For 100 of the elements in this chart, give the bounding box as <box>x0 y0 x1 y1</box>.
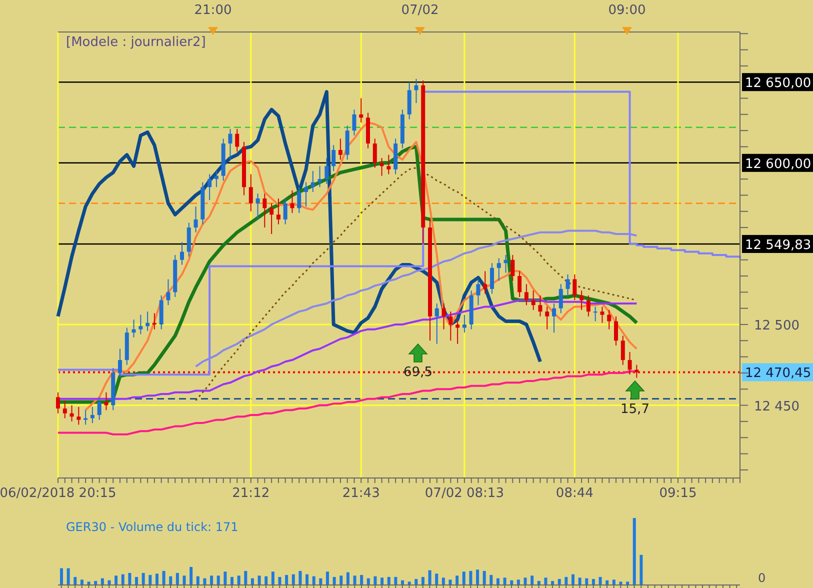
text: 07/02 <box>401 3 439 18</box>
bar <box>60 568 63 585</box>
candlestick <box>476 278 480 306</box>
bar <box>340 576 343 585</box>
bar <box>216 576 220 585</box>
bar <box>203 578 206 585</box>
x-tick-label: 06/02/2018 20:15 <box>0 486 116 501</box>
candlestick <box>152 312 156 330</box>
bar <box>80 580 84 585</box>
bar <box>564 576 568 585</box>
x-tick-label: 08:44 <box>556 486 594 501</box>
candlestick <box>552 302 556 334</box>
bar <box>428 570 432 585</box>
bar <box>258 576 261 585</box>
bar <box>244 570 248 585</box>
candlestick <box>304 182 308 208</box>
bar <box>353 576 356 585</box>
bar <box>380 578 384 585</box>
bar <box>148 574 152 585</box>
bar <box>435 574 438 585</box>
bar <box>469 570 472 585</box>
bar <box>612 580 616 585</box>
annotation: [Modele : journalier2] <box>66 35 206 50</box>
candlestick <box>531 290 536 310</box>
candlestick <box>332 144 336 172</box>
bar <box>360 574 364 585</box>
candlestick <box>97 396 102 420</box>
candlestick <box>496 258 501 282</box>
bar <box>196 576 200 585</box>
bar <box>524 578 527 585</box>
bar <box>264 576 268 585</box>
ref-line-label: 12 650,00 <box>745 76 812 92</box>
candlestick <box>386 154 391 175</box>
candlestick <box>138 314 143 335</box>
candlestick <box>118 348 122 378</box>
candlestick <box>504 254 508 274</box>
bar <box>448 580 452 585</box>
bar <box>285 574 288 585</box>
candlestick <box>208 174 212 201</box>
candlestick <box>146 311 150 332</box>
candlestick <box>593 306 598 322</box>
bar <box>312 576 316 585</box>
bar <box>128 572 132 585</box>
bar <box>374 576 377 585</box>
bar <box>250 578 254 585</box>
candlestick <box>235 128 240 152</box>
bar <box>572 574 574 585</box>
candlestick <box>104 392 108 411</box>
candlestick <box>290 190 294 214</box>
bar <box>182 576 186 585</box>
bar <box>578 578 582 585</box>
candlestick <box>324 158 329 184</box>
candlestick <box>566 274 570 298</box>
candlestick <box>518 270 522 298</box>
bar <box>462 572 466 585</box>
x-tick-label: 21:43 <box>342 486 380 501</box>
candlestick <box>132 319 136 338</box>
candlestick <box>62 400 67 419</box>
bar <box>162 570 166 585</box>
candlestick <box>545 306 550 330</box>
candlestick <box>352 109 356 136</box>
candlestick <box>276 198 280 225</box>
y-tick-label: 12 450 <box>754 399 800 414</box>
bar <box>142 572 145 585</box>
bar <box>326 572 329 585</box>
candlestick <box>448 311 453 342</box>
candlestick <box>510 254 515 282</box>
bar <box>306 574 309 585</box>
bar <box>298 570 302 585</box>
candlestick <box>310 170 315 192</box>
bar <box>530 576 534 585</box>
x-tick-label: 09:15 <box>659 486 697 501</box>
candlestick <box>483 270 488 294</box>
ref-line-label: 12 600,00 <box>745 156 812 172</box>
line-series <box>194 230 638 368</box>
candlestick <box>600 306 604 324</box>
bar <box>496 578 500 585</box>
annotation: 69,5 <box>404 365 432 380</box>
candlestick <box>297 186 302 214</box>
candlestick <box>462 314 466 334</box>
candlestick <box>434 302 439 344</box>
candlestick <box>634 364 639 378</box>
bar <box>278 576 282 585</box>
candlestick <box>214 170 218 188</box>
bar <box>169 576 172 585</box>
candlestick <box>76 406 81 426</box>
bar <box>598 576 602 585</box>
candlestick <box>338 138 342 160</box>
candlestick <box>372 138 377 168</box>
bar <box>100 578 104 585</box>
bar <box>237 576 240 585</box>
x-tick-label: 21:12 <box>232 486 270 501</box>
text: 0 <box>758 571 766 585</box>
candlestick <box>283 198 288 225</box>
candlestick <box>166 278 170 306</box>
bar <box>585 578 588 585</box>
candlestick <box>318 166 322 188</box>
candlestick <box>538 294 542 317</box>
bar <box>271 572 274 585</box>
bar <box>114 576 118 585</box>
